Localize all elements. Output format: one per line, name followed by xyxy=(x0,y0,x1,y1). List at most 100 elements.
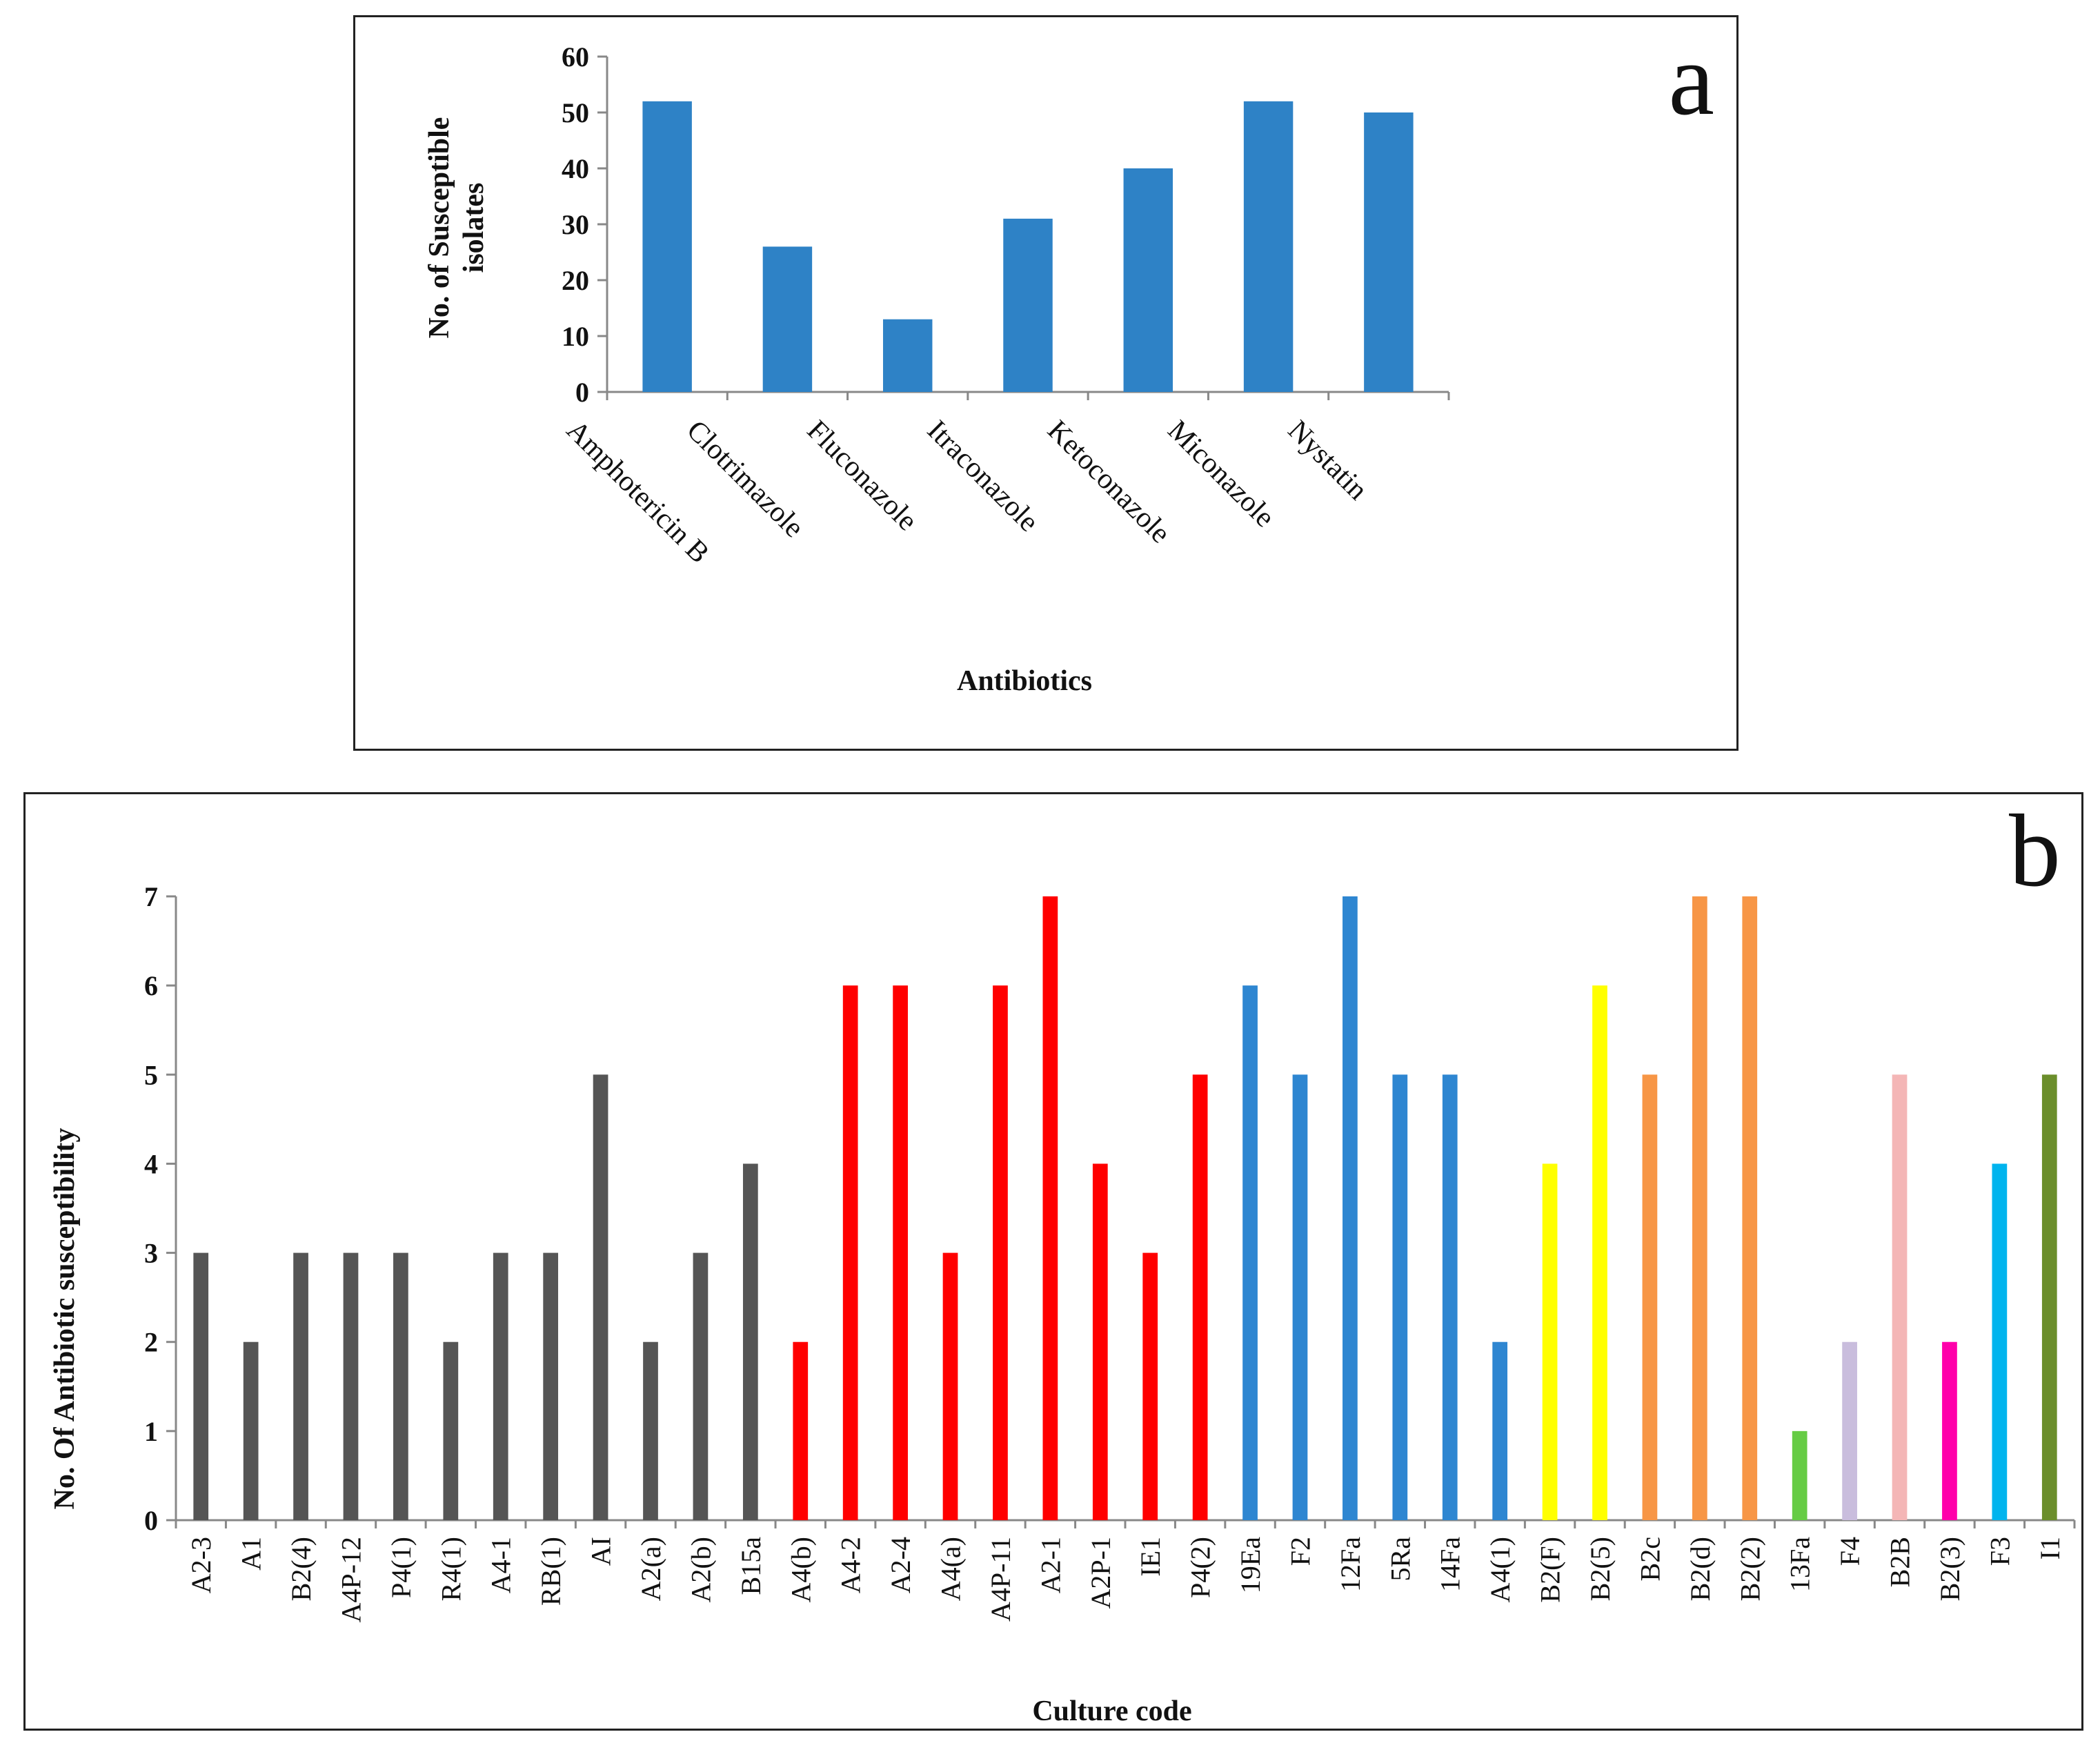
panel-label-a: a xyxy=(1668,22,1714,137)
bar-b xyxy=(942,1252,958,1520)
y-tick-label-b: 3 xyxy=(144,1238,158,1269)
bar-b xyxy=(343,1252,359,1520)
bar-b xyxy=(1792,1430,1807,1520)
y-tick-label-b: 0 xyxy=(144,1505,158,1536)
y-axis-title-a-line1: No. of Susceptible xyxy=(424,117,455,339)
bar-b xyxy=(1142,1252,1158,1520)
y-tick-label-a: 40 xyxy=(562,153,589,184)
x-tick-label-b: A4P-12 xyxy=(335,1537,366,1622)
x-axis-title-b: Culture code xyxy=(1032,1695,1191,1727)
x-axis-title-a: Antibiotics xyxy=(957,665,1092,697)
bar-b xyxy=(742,1163,758,1520)
bar-b xyxy=(293,1252,308,1520)
x-tick-label-b: A2-1 xyxy=(1035,1537,1066,1593)
y-tick-label-b: 7 xyxy=(144,881,158,912)
y-axis-title-a-line2: isolates xyxy=(458,183,490,273)
chart-b-panel: b Culture code No. Of Antibiotic suscept… xyxy=(23,792,2083,1731)
x-tick-label-a: Itraconazole xyxy=(921,415,1044,538)
bar-b xyxy=(1392,1074,1408,1520)
x-tick-label-b: A1 xyxy=(236,1537,267,1571)
bar-b xyxy=(1742,896,1758,1520)
x-tick-label-b: A2P-1 xyxy=(1085,1537,1116,1609)
bar-b xyxy=(1292,1074,1308,1520)
bar-b xyxy=(2041,1074,2057,1520)
bar-b xyxy=(1642,1074,1658,1520)
x-tick-label-b: B2(3) xyxy=(1934,1537,1965,1601)
x-tick-label-b: 13Fa xyxy=(1785,1537,1816,1592)
y-tick-label-a: 30 xyxy=(562,209,589,240)
bar-b xyxy=(1042,896,1058,1520)
x-tick-label-b: AI xyxy=(586,1537,617,1566)
x-tick-label-a: Ketoconazole xyxy=(1041,415,1176,550)
bar-b xyxy=(393,1252,408,1520)
bar-a xyxy=(1364,112,1414,392)
bar-b xyxy=(842,985,858,1520)
bar-b xyxy=(1992,1163,2008,1520)
x-tick-label-b: A4-2 xyxy=(835,1537,866,1593)
x-tick-label-b: 19Ea xyxy=(1235,1537,1266,1593)
bar-b xyxy=(493,1252,508,1520)
x-tick-label-b: B2(2) xyxy=(1734,1537,1765,1601)
y-tick-label-a: 20 xyxy=(562,265,589,296)
chart-a-panel: a Antibiotics No. of Susceptible isolate… xyxy=(353,15,1739,751)
x-tick-label-b: I1 xyxy=(2034,1537,2066,1560)
x-tick-label-b: A4P-11 xyxy=(985,1537,1016,1622)
x-tick-label-b: B15a xyxy=(735,1537,766,1595)
x-tick-label-b: 14Fa xyxy=(1435,1537,1466,1592)
x-tick-label-b: B2(F) xyxy=(1535,1537,1566,1603)
x-tick-label-b: B2c xyxy=(1634,1537,1665,1581)
bar-b xyxy=(543,1252,559,1520)
x-tick-label-b: A4(b) xyxy=(785,1537,816,1603)
y-tick-label-a: 60 xyxy=(562,41,589,72)
x-tick-label-b: A4(1) xyxy=(1485,1537,1516,1603)
x-tick-label-b: F3 xyxy=(1984,1537,2015,1566)
y-tick-label-a: 50 xyxy=(562,97,589,128)
x-tick-label-a: Miconazole xyxy=(1162,415,1281,534)
bar-b xyxy=(1343,896,1358,1520)
y-tick-label-a: 0 xyxy=(575,377,589,408)
x-tick-label-b: B2B xyxy=(1885,1537,1916,1587)
chart-a-plot: a Antibiotics No. of Susceptible isolate… xyxy=(424,22,1714,697)
x-tick-label-b: IE1 xyxy=(1135,1537,1166,1577)
x-tick-label-b: A2(b) xyxy=(685,1537,716,1603)
y-tick-label-a: 10 xyxy=(562,321,589,352)
x-tick-label-b: B2(4) xyxy=(286,1537,317,1601)
x-tick-label-b: 12Fa xyxy=(1335,1537,1366,1592)
bar-b xyxy=(443,1341,459,1520)
bar-b xyxy=(1892,1074,1908,1520)
x-tick-label-b: B2(d) xyxy=(1685,1537,1716,1601)
bar-b xyxy=(243,1341,259,1520)
bar-b xyxy=(993,985,1008,1520)
x-tick-label-b: A2-3 xyxy=(186,1537,217,1593)
bar-b xyxy=(693,1252,709,1520)
bar-a xyxy=(882,319,933,392)
y-tick-label-b: 1 xyxy=(144,1416,158,1447)
bar-b xyxy=(793,1341,809,1520)
x-tick-label-b: RB(1) xyxy=(535,1537,566,1606)
x-tick-label-b: P4(1) xyxy=(386,1537,417,1598)
x-tick-label-a: Fluconazole xyxy=(801,415,924,538)
bar-a xyxy=(762,246,813,392)
bar-b xyxy=(1692,896,1707,1520)
y-tick-label-b: 4 xyxy=(144,1148,158,1179)
y-axis-title-b: No. Of Antibiotic susceptibility xyxy=(49,1128,81,1509)
bar-b xyxy=(1442,1074,1458,1520)
x-tick-label-b: F4 xyxy=(1834,1537,1865,1566)
x-tick-label-b: F2 xyxy=(1285,1537,1316,1566)
x-tick-label-b: 5Ra xyxy=(1385,1537,1416,1582)
bar-b xyxy=(1492,1341,1508,1520)
x-tick-label-a: Clotrimazole xyxy=(680,415,810,544)
y-tick-label-b: 6 xyxy=(144,970,158,1001)
bar-b xyxy=(1842,1341,1857,1520)
x-tick-label-b: P4(2) xyxy=(1185,1537,1216,1598)
bar-b xyxy=(1242,985,1258,1520)
x-tick-label-b: R4(1) xyxy=(435,1537,466,1601)
bar-b xyxy=(1592,985,1607,1520)
bar-a xyxy=(1123,168,1173,392)
x-tick-label-b: A4-1 xyxy=(486,1537,517,1593)
bar-b xyxy=(643,1341,658,1520)
bar-a xyxy=(1243,101,1294,393)
y-tick-label-b: 2 xyxy=(144,1327,158,1358)
chart-b-plot: b Culture code No. Of Antibiotic suscept… xyxy=(49,794,2076,1727)
x-tick-label-b: B2(5) xyxy=(1585,1537,1616,1601)
